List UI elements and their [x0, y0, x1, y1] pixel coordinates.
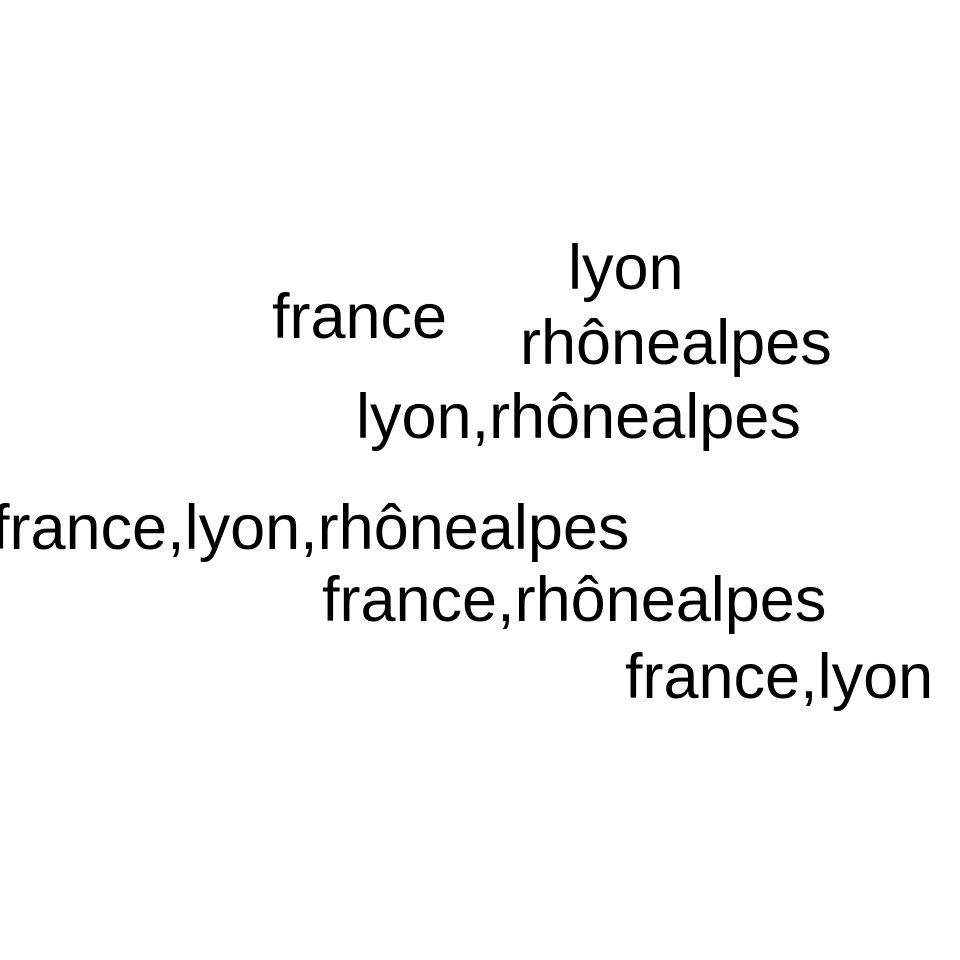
word-france-lyon: france,lyon: [625, 642, 934, 712]
word-france-rhonealpes: france,rhônealpes: [322, 565, 827, 635]
word-france-lyon-rhonealpes: france,lyon,rhônealpes: [0, 493, 630, 563]
word-lyon: lyon: [568, 233, 684, 303]
word-france: france: [272, 282, 448, 352]
word-rhonealpes: rhônealpes: [520, 308, 832, 378]
word-lyon-rhonealpes: lyon,rhônealpes: [356, 382, 801, 452]
